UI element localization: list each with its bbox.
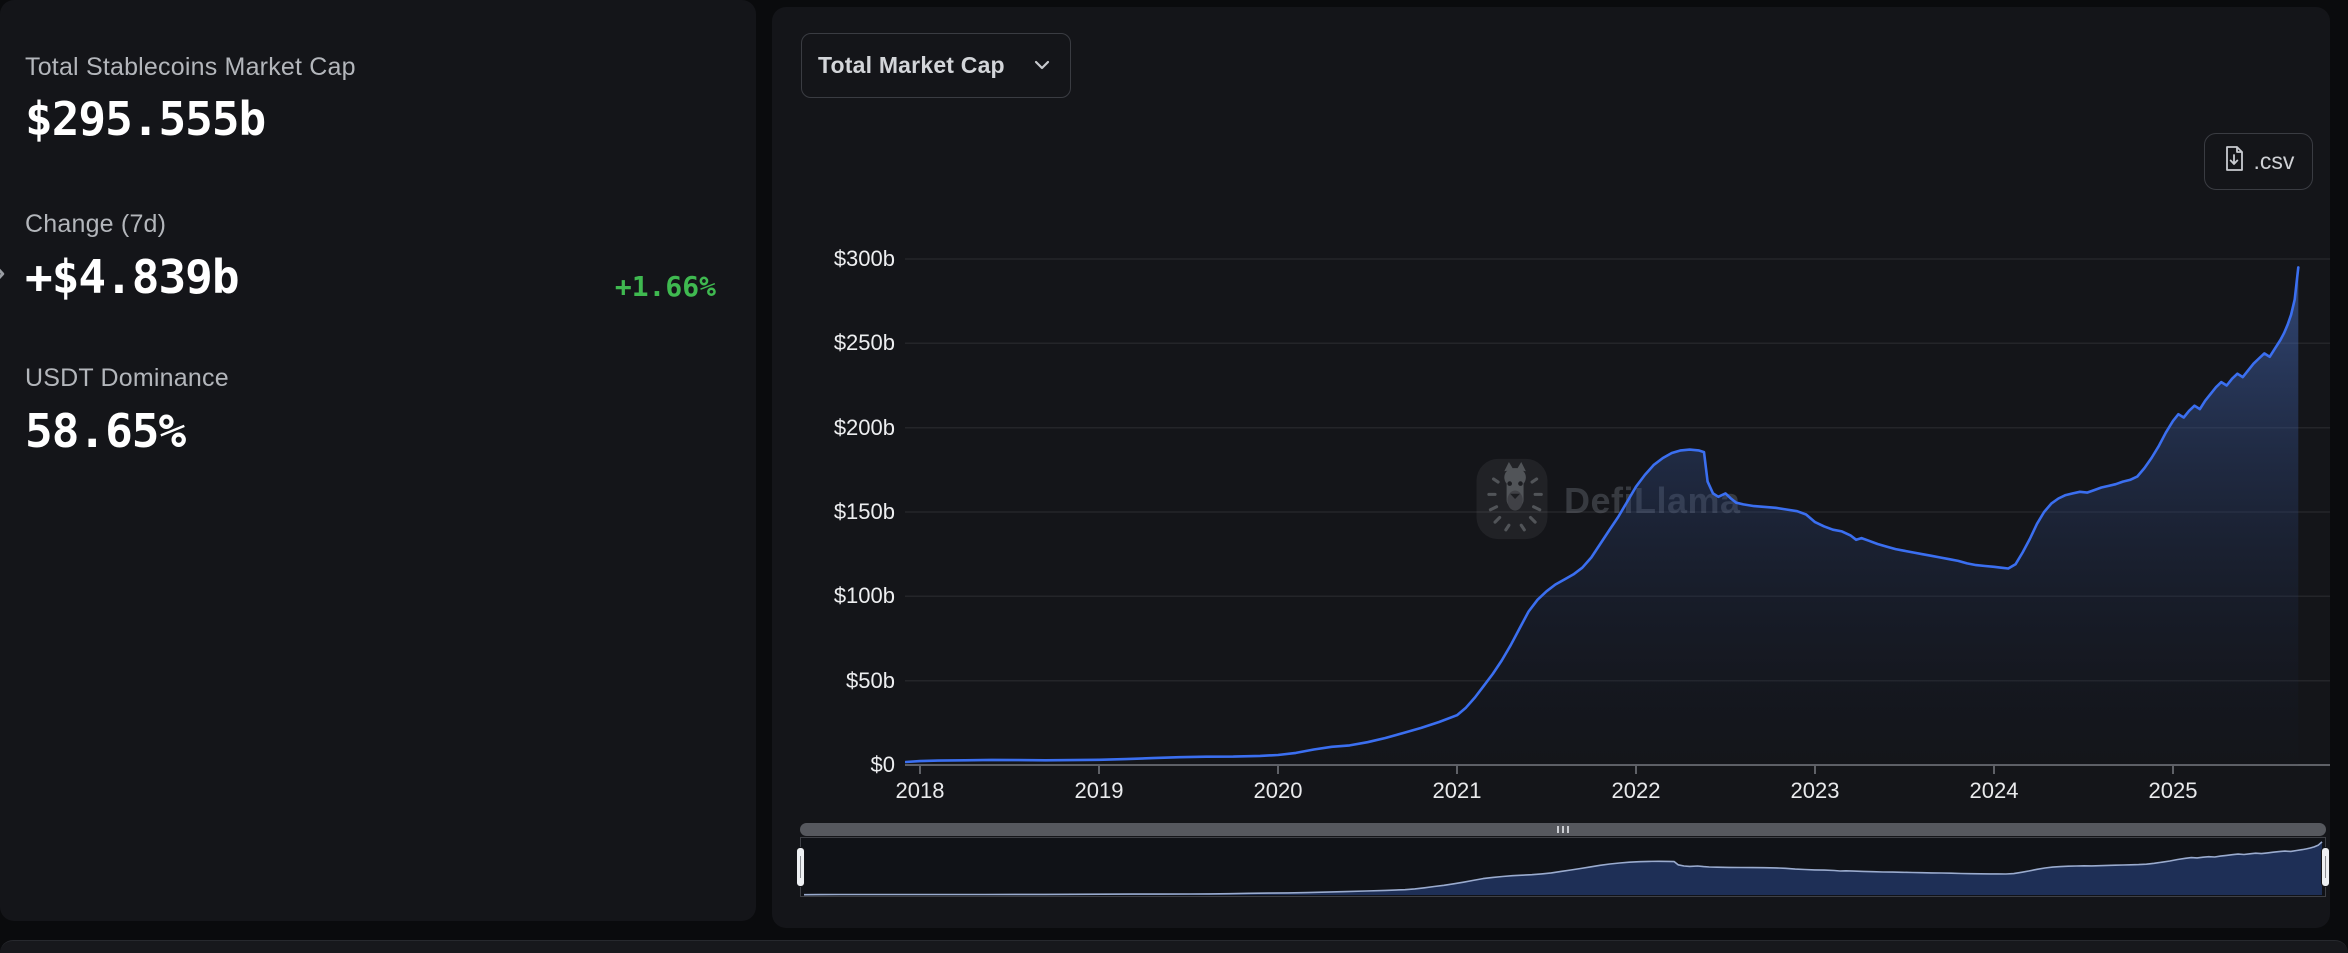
scrollbar-grip-icon xyxy=(1557,826,1569,833)
csv-button-label: .csv xyxy=(2253,148,2295,174)
metric-selector-dropdown[interactable]: Total Market Cap xyxy=(801,33,1071,98)
file-download-icon xyxy=(2223,146,2245,177)
y-axis-label: $300b xyxy=(833,245,895,271)
y-axis-label: $50b xyxy=(846,667,895,693)
change-7d-percent: +1.66% xyxy=(614,270,716,303)
next-panel-top-edge xyxy=(0,940,2348,953)
x-axis-label: 2021 xyxy=(1432,778,1482,803)
navigator-left-handle[interactable] xyxy=(796,847,805,887)
chevron-down-icon xyxy=(1034,57,1050,75)
x-axis-label: 2025 xyxy=(2148,778,2198,803)
range-navigator[interactable] xyxy=(800,837,2326,897)
y-axis-label: $100b xyxy=(833,583,895,609)
total-market-cap-label: Total Stablecoins Market Cap xyxy=(25,53,356,81)
change-7d-label: Change (7d) xyxy=(25,210,167,238)
usdt-dominance-label: USDT Dominance xyxy=(25,364,229,392)
market-cap-area-chart[interactable] xyxy=(905,237,2330,783)
y-axis-label: $150b xyxy=(833,498,895,524)
chart-panel: Total Market Cap .csv xyxy=(772,7,2330,928)
y-axis-label: $250b xyxy=(833,330,895,356)
x-axis-label: 2023 xyxy=(1790,778,1840,803)
zoom-scrollbar[interactable] xyxy=(800,823,2326,836)
x-axis-label: 2018 xyxy=(895,778,945,803)
x-axis-label: 2022 xyxy=(1611,778,1661,803)
usdt-dominance-value: 58.65% xyxy=(25,404,186,458)
download-csv-button[interactable]: .csv xyxy=(2204,133,2313,190)
navigator-mini-chart xyxy=(803,841,2323,896)
x-axis-label: 2019 xyxy=(1074,778,1124,803)
x-axis-label: 2024 xyxy=(1969,778,2019,803)
total-market-cap-value: $295.555b xyxy=(25,92,266,146)
y-axis-label: $200b xyxy=(833,414,895,440)
chevron-right-icon[interactable]: › xyxy=(0,250,6,292)
change-7d-value: +$4.839b xyxy=(25,250,240,304)
y-axis-label: $0 xyxy=(870,752,895,777)
stats-panel: Total Stablecoins Market Cap $295.555b C… xyxy=(0,0,756,921)
navigator-right-handle[interactable] xyxy=(2321,847,2330,887)
metric-selector-label: Total Market Cap xyxy=(818,52,1005,78)
x-axis-label: 2020 xyxy=(1253,778,1303,803)
